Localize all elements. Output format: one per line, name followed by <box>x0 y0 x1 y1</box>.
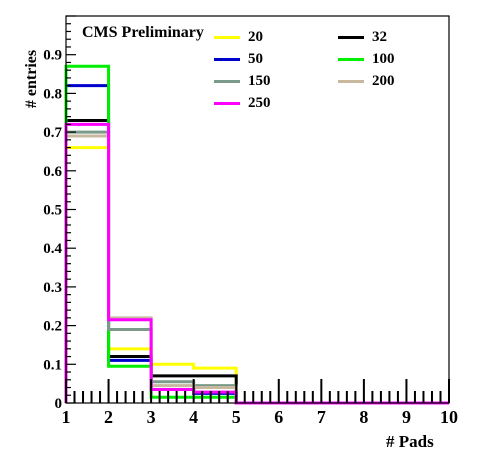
y-tick-label: 0.1 <box>43 357 62 373</box>
legend-label: 50 <box>248 50 263 67</box>
chart-title: CMS Preliminary <box>82 24 204 41</box>
legend-label: 32 <box>372 28 387 45</box>
series-line-20 <box>64 146 449 405</box>
legend-swatch <box>214 57 240 61</box>
legend-item-50: 50 <box>214 48 263 70</box>
x-tick-label: 7 <box>317 407 326 427</box>
x-tick-label: 10 <box>440 407 458 427</box>
legend-label: 150 <box>248 72 271 89</box>
legend-swatch <box>214 79 240 83</box>
legend-swatch <box>214 35 240 39</box>
y-tick-label: 0.4 <box>43 241 62 257</box>
legend-swatch <box>338 35 364 39</box>
legend-item-250: 250 <box>214 92 271 114</box>
legend-swatch <box>214 101 240 105</box>
legend-item-200: 200 <box>338 70 395 92</box>
legend-label: 200 <box>372 72 395 89</box>
x-tick-label: 2 <box>104 407 113 427</box>
legend-item-32: 32 <box>338 26 387 48</box>
x-tick-label: 4 <box>189 407 198 427</box>
y-tick-label: 0.9 <box>43 48 62 64</box>
y-tick-label: 0.6 <box>43 164 62 180</box>
x-tick-label: 3 <box>147 407 156 427</box>
y-axis-label: # entries <box>23 49 40 109</box>
y-tick-label: 0.7 <box>43 125 62 141</box>
x-tick-label: 8 <box>359 407 368 427</box>
legend: 20 32 50 100 150 200 250 <box>214 26 414 136</box>
legend-item-150: 150 <box>214 70 271 92</box>
legend-item-100: 100 <box>338 48 395 70</box>
legend-swatch <box>338 57 364 61</box>
legend-label: 250 <box>248 94 271 111</box>
legend-swatch <box>338 79 364 83</box>
series-line-200 <box>64 134 449 405</box>
series-line-150 <box>64 130 449 405</box>
legend-item-20: 20 <box>214 26 263 48</box>
x-tick-label: 9 <box>402 407 411 427</box>
y-tick-label: 0.5 <box>43 203 62 219</box>
x-tick-label: 5 <box>232 407 241 427</box>
x-tick-label: 1 <box>62 407 71 427</box>
y-tick-label: 0 <box>55 396 63 412</box>
legend-label: 20 <box>248 28 263 45</box>
y-tick-label: 0.8 <box>43 86 62 102</box>
y-tick-label: 0.2 <box>43 319 62 335</box>
legend-label: 100 <box>372 50 395 67</box>
x-axis-label: # Pads <box>386 432 434 451</box>
y-tick-label: 0.3 <box>43 280 62 296</box>
x-tick-label: 6 <box>274 407 283 427</box>
